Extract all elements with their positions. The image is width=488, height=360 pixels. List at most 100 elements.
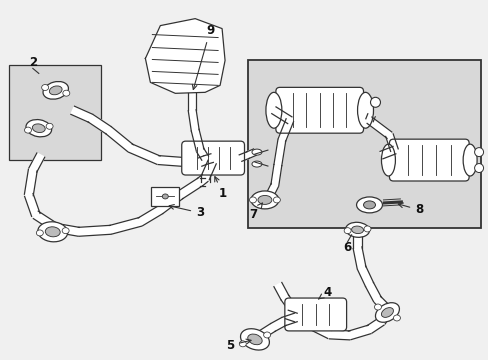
Polygon shape xyxy=(285,310,297,322)
Ellipse shape xyxy=(265,92,281,128)
Polygon shape xyxy=(282,313,297,326)
Ellipse shape xyxy=(370,97,380,107)
Ellipse shape xyxy=(363,226,370,232)
Polygon shape xyxy=(200,170,209,182)
Polygon shape xyxy=(291,308,312,328)
Polygon shape xyxy=(352,232,361,248)
Ellipse shape xyxy=(251,161,262,167)
FancyBboxPatch shape xyxy=(388,139,468,181)
Polygon shape xyxy=(366,117,391,138)
Polygon shape xyxy=(273,140,285,166)
Ellipse shape xyxy=(381,144,395,176)
Polygon shape xyxy=(270,165,281,185)
Ellipse shape xyxy=(344,228,350,234)
Polygon shape xyxy=(128,144,160,164)
Ellipse shape xyxy=(462,144,476,176)
Ellipse shape xyxy=(49,86,62,95)
Polygon shape xyxy=(71,106,92,122)
Polygon shape xyxy=(347,325,370,340)
Polygon shape xyxy=(377,310,390,324)
Ellipse shape xyxy=(45,227,60,237)
Text: 5: 5 xyxy=(225,339,250,352)
Polygon shape xyxy=(200,177,205,186)
Polygon shape xyxy=(239,152,249,161)
Ellipse shape xyxy=(249,197,256,203)
FancyBboxPatch shape xyxy=(182,141,244,175)
Ellipse shape xyxy=(258,195,271,204)
Ellipse shape xyxy=(251,149,262,155)
Ellipse shape xyxy=(345,222,369,237)
Polygon shape xyxy=(33,211,58,231)
Ellipse shape xyxy=(263,332,270,338)
Polygon shape xyxy=(379,147,395,159)
Ellipse shape xyxy=(38,222,67,242)
Polygon shape xyxy=(196,160,208,172)
Ellipse shape xyxy=(43,81,68,99)
Polygon shape xyxy=(197,175,207,185)
Polygon shape xyxy=(357,266,373,287)
Polygon shape xyxy=(352,247,365,269)
Polygon shape xyxy=(201,160,216,180)
Ellipse shape xyxy=(162,194,168,199)
Ellipse shape xyxy=(247,334,262,345)
Ellipse shape xyxy=(62,90,70,96)
FancyBboxPatch shape xyxy=(275,87,363,133)
Polygon shape xyxy=(329,330,349,340)
Polygon shape xyxy=(157,192,183,213)
Ellipse shape xyxy=(239,341,246,347)
Polygon shape xyxy=(145,19,224,93)
Polygon shape xyxy=(196,148,208,160)
Polygon shape xyxy=(109,217,141,234)
Ellipse shape xyxy=(32,124,45,132)
Polygon shape xyxy=(366,318,383,333)
Text: 7: 7 xyxy=(248,203,262,221)
Polygon shape xyxy=(373,296,390,313)
Ellipse shape xyxy=(41,85,48,90)
Bar xyxy=(247,60,480,228)
Ellipse shape xyxy=(62,228,69,234)
Polygon shape xyxy=(178,178,202,199)
Text: 2: 2 xyxy=(29,56,37,69)
Polygon shape xyxy=(266,183,278,197)
Ellipse shape xyxy=(36,230,43,236)
Text: 3: 3 xyxy=(169,204,204,219)
Ellipse shape xyxy=(374,304,381,310)
Ellipse shape xyxy=(375,303,399,322)
Ellipse shape xyxy=(393,315,400,321)
Polygon shape xyxy=(365,283,381,302)
Polygon shape xyxy=(24,193,40,216)
Polygon shape xyxy=(185,158,200,167)
Polygon shape xyxy=(385,134,397,151)
FancyBboxPatch shape xyxy=(151,187,179,206)
Ellipse shape xyxy=(363,201,375,209)
Polygon shape xyxy=(273,283,288,300)
Ellipse shape xyxy=(474,148,483,157)
Ellipse shape xyxy=(250,191,278,209)
Polygon shape xyxy=(259,324,275,338)
Ellipse shape xyxy=(357,92,373,128)
Polygon shape xyxy=(29,153,45,172)
Text: 4: 4 xyxy=(318,286,331,299)
Bar xyxy=(9,66,101,160)
Ellipse shape xyxy=(351,226,363,234)
FancyBboxPatch shape xyxy=(285,298,346,331)
Text: 9: 9 xyxy=(192,24,214,90)
Ellipse shape xyxy=(381,307,393,318)
Text: 8: 8 xyxy=(397,203,423,216)
Polygon shape xyxy=(188,93,196,110)
Polygon shape xyxy=(270,318,285,331)
Ellipse shape xyxy=(24,127,31,133)
Polygon shape xyxy=(307,320,331,338)
Ellipse shape xyxy=(474,163,483,172)
Ellipse shape xyxy=(26,120,52,137)
Polygon shape xyxy=(278,119,293,141)
Polygon shape xyxy=(365,114,374,122)
Polygon shape xyxy=(198,156,206,166)
Ellipse shape xyxy=(46,123,53,129)
Text: 1: 1 xyxy=(214,177,227,201)
Polygon shape xyxy=(188,110,199,131)
Ellipse shape xyxy=(356,197,382,213)
Polygon shape xyxy=(105,127,133,152)
Polygon shape xyxy=(191,129,203,151)
Polygon shape xyxy=(55,224,79,236)
